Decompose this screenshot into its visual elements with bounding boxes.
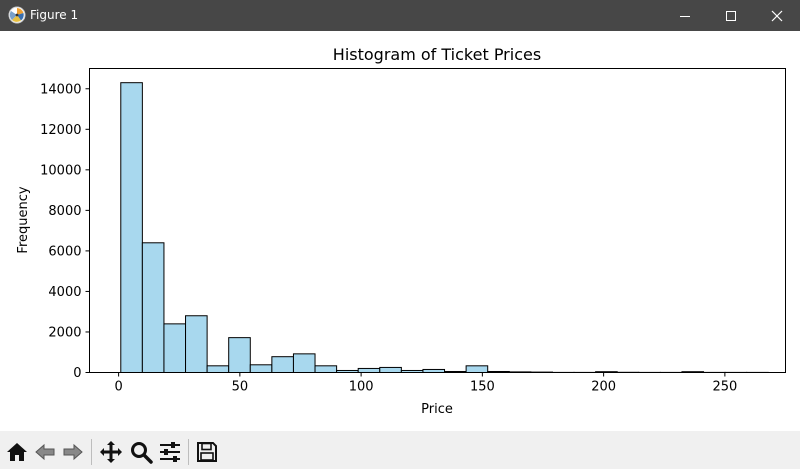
histogram-bar-4	[206, 365, 230, 374]
x-tick-label: 0	[114, 380, 122, 395]
histogram-bar-2	[163, 323, 187, 373]
axes-frame	[89, 68, 786, 373]
zoom-icon[interactable]	[129, 440, 153, 464]
minimize-icon	[680, 15, 690, 17]
y-axis-ticks: 0 2000 4000 6000 8000 10000 12000 14000	[40, 82, 90, 381]
x-tick-label: 50	[232, 380, 249, 395]
maximize-button[interactable]	[708, 0, 754, 31]
back-icon[interactable]	[33, 440, 57, 464]
x-tick-label: 250	[712, 380, 737, 395]
histogram-bars	[120, 82, 769, 374]
x-tick-label: 150	[470, 380, 495, 395]
y-tick-label: 14000	[40, 82, 81, 97]
figure-canvas[interactable]: Histogram of Ticket Prices 0 50 100 150 200 2…	[0, 31, 800, 431]
close-icon	[771, 10, 783, 21]
maximize-icon	[726, 10, 736, 21]
y-axis-label: Frequency	[16, 186, 31, 253]
histogram-bar-0	[120, 82, 143, 373]
histogram-bar-1	[141, 242, 165, 373]
histogram-bar-12	[379, 366, 402, 373]
forward-icon[interactable]	[61, 440, 85, 464]
x-axis-ticks: 0 50 100 150 200 250	[114, 372, 737, 395]
histogram-bar-6	[249, 364, 273, 374]
histogram-bar-3	[185, 315, 208, 373]
y-tick-label: 10000	[40, 163, 81, 178]
pan-icon[interactable]	[99, 440, 123, 464]
x-axis-label: Price	[421, 402, 453, 417]
histogram-bar-11	[357, 367, 381, 373]
window-titlebar: Figure 1	[0, 0, 800, 31]
histogram-bar-8	[292, 353, 316, 374]
home-icon[interactable]	[5, 440, 29, 464]
configure-subplots-icon[interactable]	[158, 440, 182, 464]
y-tick-label: 4000	[48, 285, 81, 300]
toolbar-separator	[91, 439, 92, 465]
matplotlib-logo-icon	[8, 6, 26, 24]
navigation-toolbar	[0, 431, 800, 469]
histogram-bar-7	[271, 356, 294, 373]
histogram-bar-9	[314, 365, 338, 374]
histogram-chart: Histogram of Ticket Prices 0 50 100 150 200 2…	[16, 45, 786, 417]
y-tick-label: 0	[73, 366, 81, 381]
close-button[interactable]	[754, 0, 800, 31]
x-tick-label: 200	[591, 380, 616, 395]
save-icon[interactable]	[195, 440, 219, 464]
window-title: Figure 1	[30, 8, 79, 22]
y-tick-label: 2000	[48, 325, 81, 340]
minimize-button[interactable]	[662, 0, 708, 31]
toolbar-separator	[188, 439, 189, 465]
y-tick-label: 6000	[48, 244, 81, 259]
histogram-bar-5	[228, 337, 251, 373]
histogram-bar-16	[465, 365, 489, 374]
chart-title: Histogram of Ticket Prices	[333, 45, 541, 64]
y-tick-label: 8000	[48, 204, 81, 219]
y-tick-label: 12000	[40, 123, 81, 138]
x-tick-label: 100	[349, 380, 374, 395]
